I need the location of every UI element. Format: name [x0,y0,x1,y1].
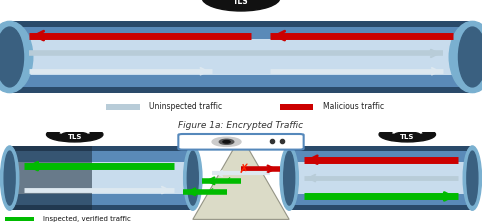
Ellipse shape [184,146,202,210]
Text: ✓: ✓ [205,187,214,197]
Ellipse shape [0,27,24,87]
Bar [10,151,193,205]
Bar [289,151,472,205]
Text: TLS: TLS [400,134,415,140]
Bar [217,0,265,7]
Text: ✗: ✗ [238,162,249,175]
Bar [5,217,34,221]
Ellipse shape [0,21,33,93]
Text: Malicious traffic: Malicious traffic [323,102,384,111]
Ellipse shape [212,137,241,146]
Bar [289,146,472,210]
Bar [280,104,313,110]
Ellipse shape [284,151,295,205]
Bar [106,104,140,110]
FancyBboxPatch shape [178,134,304,150]
Ellipse shape [4,151,15,205]
Ellipse shape [467,151,478,205]
Ellipse shape [187,151,198,205]
Ellipse shape [458,27,482,87]
Text: Figure 1a: Encrypted Traffic: Figure 1a: Encrypted Traffic [178,121,304,130]
Ellipse shape [449,21,482,93]
Ellipse shape [223,140,230,143]
Ellipse shape [202,0,280,11]
Text: TLS: TLS [233,0,249,6]
Ellipse shape [0,146,19,210]
Bar [57,134,92,140]
Text: Uninspected traffic: Uninspected traffic [149,102,223,111]
Bar [10,146,92,210]
Text: ✓: ✓ [222,176,231,186]
Ellipse shape [463,146,482,210]
Text: TLS: TLS [67,134,82,140]
Polygon shape [193,136,289,220]
Bar [390,134,425,140]
Ellipse shape [46,127,103,142]
Bar [10,27,472,87]
Ellipse shape [219,139,234,144]
Bar [10,162,193,194]
Bar [10,146,193,210]
Bar [289,162,472,194]
Text: Inspected, verified traffic: Inspected, verified traffic [43,216,131,222]
Bar [10,39,472,75]
Ellipse shape [280,146,298,210]
Bar [10,21,472,93]
Ellipse shape [379,127,436,142]
